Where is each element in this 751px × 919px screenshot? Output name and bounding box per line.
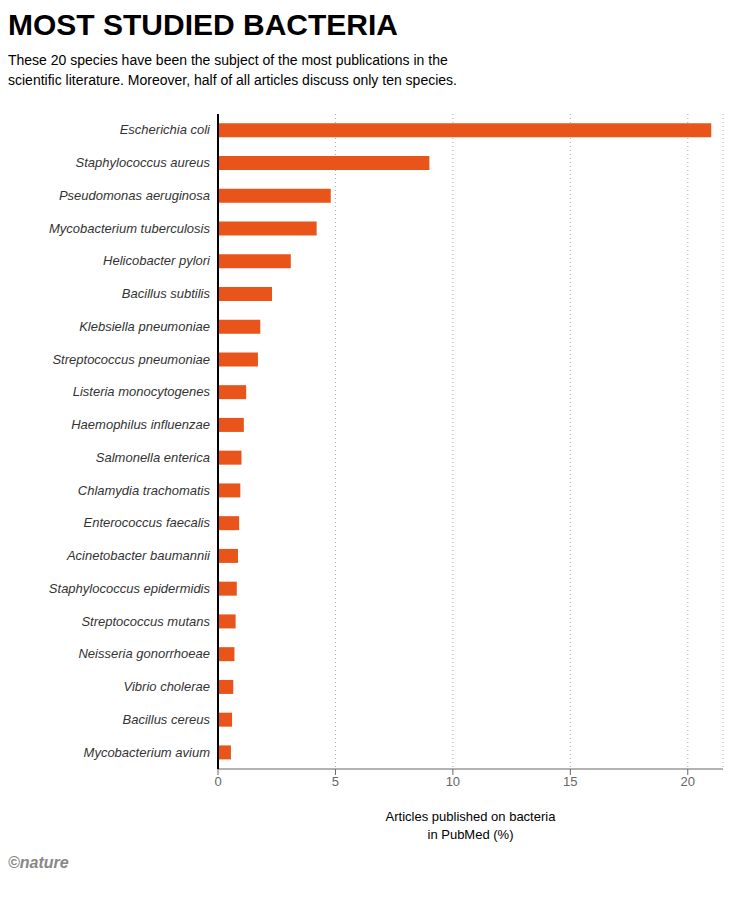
svg-text:Haemophilus influenzae: Haemophilus influenzae — [71, 417, 210, 432]
svg-text:Staphylococcus epidermidis: Staphylococcus epidermidis — [49, 581, 211, 596]
svg-text:Bacillus subtilis: Bacillus subtilis — [122, 286, 211, 301]
svg-text:Streptococcus mutans: Streptococcus mutans — [81, 614, 210, 629]
svg-text:Salmonella enterica: Salmonella enterica — [96, 450, 210, 465]
svg-text:15: 15 — [563, 774, 577, 789]
svg-text:Listeria monocytogenes: Listeria monocytogenes — [73, 384, 211, 399]
html-text:Articles published on bacteria: Articles published on bacteria — [385, 809, 556, 824]
svg-text:Escherichia coli: Escherichia coli — [120, 122, 211, 137]
html-text:MOST STUDIED BACTERIA: MOST STUDIED BACTERIA — [8, 8, 398, 41]
svg-text:Streptococcus pneumoniae: Streptococcus pneumoniae — [52, 352, 210, 367]
html-text:in PubMed (%): in PubMed (%) — [427, 827, 514, 842]
svg-text:10: 10 — [446, 774, 460, 789]
svg-text:Acinetobacter baumannii: Acinetobacter baumannii — [66, 548, 211, 563]
svg-text:Neisseria gonorrhoeae: Neisseria gonorrhoeae — [78, 646, 210, 661]
svg-text:Staphylococcus aureus: Staphylococcus aureus — [76, 155, 211, 170]
svg-text:Mycobacterium tuberculosis: Mycobacterium tuberculosis — [49, 221, 211, 236]
svg-text:Mycobacterium avium: Mycobacterium avium — [84, 745, 211, 760]
html-text:These 20 species have been the: These 20 species have been the subject o… — [8, 52, 448, 68]
svg-text:Chlamydia trachomatis: Chlamydia trachomatis — [78, 483, 211, 498]
svg-text:0: 0 — [214, 774, 221, 789]
svg-text:Bacillus cereus: Bacillus cereus — [123, 712, 211, 727]
svg-text:Helicobacter pylori: Helicobacter pylori — [103, 253, 211, 268]
svg-text:Klebsiella pneumoniae: Klebsiella pneumoniae — [79, 319, 210, 334]
svg-text:5: 5 — [332, 774, 339, 789]
html-text:©nature: ©nature — [8, 854, 69, 871]
html-text:scientific literature. Moreove: scientific literature. Moreover, half of… — [8, 72, 457, 88]
svg-text:Enterococcus faecalis: Enterococcus faecalis — [84, 515, 211, 530]
svg-text:Vibrio cholerae: Vibrio cholerae — [124, 679, 210, 694]
svg-text:20: 20 — [681, 774, 695, 789]
svg-text:Pseudomonas aeruginosa: Pseudomonas aeruginosa — [59, 188, 210, 203]
